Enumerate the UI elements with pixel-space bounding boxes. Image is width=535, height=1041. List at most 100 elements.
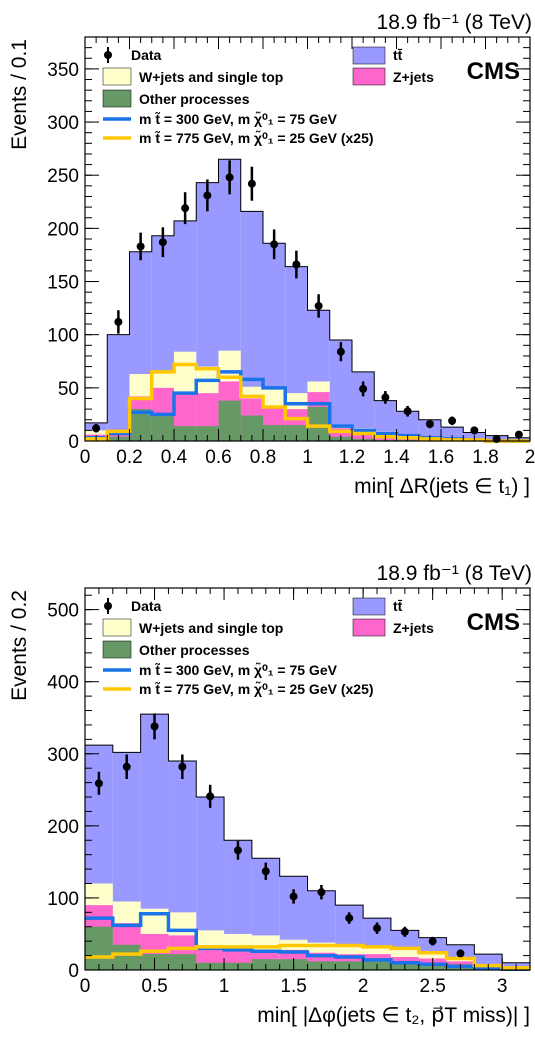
- p1-other-bar: [151, 414, 174, 441]
- p2-legend-data-label: Data: [131, 598, 162, 614]
- p1-y-axis-label: Events / 0.1: [8, 39, 31, 150]
- p2-other-bar: [168, 954, 197, 970]
- p1-y-tick-label: 350: [47, 60, 79, 81]
- p2-data-point: [122, 762, 131, 771]
- p2-x-tick-label: 1.5: [280, 976, 306, 997]
- p1-legend-ttbar-swatch: [352, 46, 386, 65]
- p1-x-tick-label: 1.2: [339, 447, 365, 468]
- p1-ttbar-bar: [352, 371, 375, 441]
- p1-data-point: [470, 426, 479, 435]
- p1-y-tick-label: 0: [68, 432, 79, 453]
- p1-legend-data-label: Data: [131, 47, 162, 63]
- p2-data-point: [400, 927, 409, 936]
- p1-data-point: [181, 204, 190, 213]
- p1-x-tick-label: 1.8: [472, 447, 498, 468]
- p2-y-tick-label: 500: [47, 601, 79, 622]
- p2-data-point: [428, 937, 437, 946]
- p1-ttbar-bar: [374, 400, 397, 441]
- p2-data-point: [261, 867, 270, 876]
- p1-other-bar: [263, 425, 286, 441]
- chart-panel-1: 0 0.2 0.4 0.6 0.8 1 1.2 1.4 1.6 1.8 2 0 50 100 150 200 2…: [8, 11, 535, 498]
- p2-x-tick-label: 0.5: [141, 976, 167, 997]
- p1-sig2-line: [85, 362, 530, 443]
- p2-y-tick-label: 100: [47, 889, 79, 910]
- p2-data-point: [345, 914, 354, 923]
- p1-legend-sig1-label: m t̃ = 300 GeV, m χ̃⁰₁ = 75 GeV: [139, 110, 338, 127]
- p1-legend-ttbar-label: tt̄: [393, 47, 403, 63]
- p1-x-tick-label: 1.6: [428, 447, 454, 468]
- p2-data-point: [373, 924, 382, 933]
- p1-other-bar: [307, 406, 330, 441]
- p1-legend-other-swatch: [102, 89, 132, 108]
- p2-legend-zjets-label: Z+jets: [393, 620, 434, 636]
- p2-x-tick-label: 1: [219, 976, 230, 997]
- p2-legend-wjets-swatch: [102, 618, 132, 637]
- p2-legend-sig1-label: m t̃ = 300 GeV, m χ̃⁰₁ = 75 GeV: [139, 661, 338, 678]
- p1-lumi-text: 18.9 fb⁻¹ (8 TeV): [377, 11, 532, 34]
- p2-x-tick-label: 3: [497, 976, 508, 997]
- p2-legend: Data W+jets and single top Other processes…: [102, 597, 434, 697]
- p1-data-point: [158, 238, 167, 247]
- p1-x-tick-label: 0.4: [161, 447, 188, 468]
- p1-data-point: [114, 317, 123, 326]
- p1-x-tick-label: 1.4: [383, 447, 410, 468]
- p1-legend-zjets-swatch: [352, 67, 386, 86]
- p1-data-point: [359, 384, 368, 393]
- p2-x-tick-label: 2.5: [419, 976, 445, 997]
- p2-data-point: [178, 762, 187, 771]
- p1-data-point: [314, 301, 323, 310]
- p2-y-tick-label: 0: [68, 961, 79, 982]
- p1-data-point: [336, 347, 345, 356]
- p2-x-tick-label: 0: [80, 976, 91, 997]
- p1-data-point: [136, 242, 145, 251]
- p1-legend-other-label: Other processes: [139, 91, 250, 107]
- p1-data-point: [448, 416, 457, 425]
- p2-legend-other-label: Other processes: [139, 642, 250, 658]
- p2-y-tick-label: 200: [47, 817, 79, 838]
- p1-data-point: [381, 393, 390, 402]
- p1-ttbar-bar: [240, 211, 263, 441]
- p1-data-point: [225, 173, 234, 182]
- p1-y-tick-label: 100: [47, 326, 79, 347]
- p1-other-bar: [285, 425, 308, 441]
- p1-x-axis-label: min[ ΔR(jets ∈ t₁) ]: [354, 475, 530, 498]
- p2-y-axis-label: Events / 0.2: [8, 590, 31, 701]
- p1-other-bar: [174, 426, 197, 441]
- p2-data-point: [150, 722, 159, 731]
- p2-lumi-text: 18.9 fb⁻¹ (8 TeV): [377, 562, 532, 585]
- p2-y-tick-label: 400: [47, 673, 79, 694]
- p2-legend-other-swatch: [102, 640, 132, 659]
- p1-stack-outline: [84, 158, 531, 441]
- p1-other-bar: [218, 400, 241, 441]
- p1-data-point: [292, 260, 301, 269]
- p1-legend-wjets-swatch: [102, 67, 132, 86]
- p1-y-tick-label: 50: [58, 379, 79, 400]
- p2-data-point: [317, 888, 326, 897]
- p2-x-tick-label: 2: [358, 976, 369, 997]
- p1-y-tick-label: 300: [47, 113, 79, 134]
- p1-ttbar-bar: [107, 334, 130, 441]
- p2-legend-ttbar-swatch: [352, 597, 386, 616]
- p1-other-bar: [240, 415, 263, 441]
- p1-x-tick-label: 2: [525, 447, 535, 468]
- p1-x-tick-label: 0.8: [250, 447, 276, 468]
- p1-data-point: [425, 419, 434, 428]
- p1-data-point: [270, 240, 279, 249]
- p2-data-point: [94, 779, 103, 788]
- p2-legend-zjets-swatch: [352, 618, 386, 637]
- p2-legend-ttbar-label: tt̄: [393, 598, 403, 614]
- p1-y-tick-label: 250: [47, 166, 79, 187]
- p1-x-tick-label: 0: [80, 447, 91, 468]
- p1-ttbar-bar: [329, 340, 352, 441]
- p1-data-point: [203, 191, 212, 200]
- p2-cms-label: CMS: [467, 609, 520, 636]
- p1-data-point: [403, 407, 412, 416]
- p2-legend-wjets-label: W+jets and single top: [139, 620, 283, 636]
- p1-legend: Data W+jets and single top Other processes…: [102, 46, 434, 146]
- p2-x-axis-label: min[ |Δφ(jets ∈ t₂, p⃗T miss)| ]: [257, 1004, 530, 1027]
- p2-data-point: [206, 792, 215, 801]
- p2-data-point: [456, 949, 465, 958]
- p1-x-tick-label: 1: [302, 447, 313, 468]
- p1-data-point: [247, 179, 256, 188]
